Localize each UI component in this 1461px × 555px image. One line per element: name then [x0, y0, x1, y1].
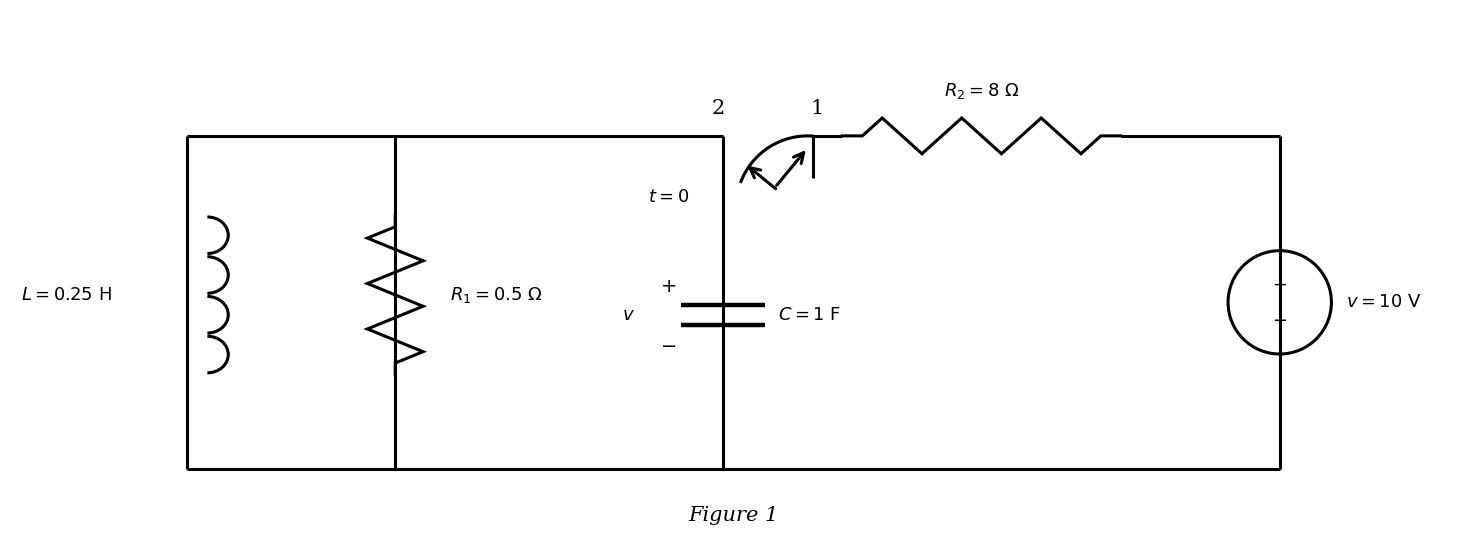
Text: $+$: $+$	[1273, 276, 1287, 295]
Text: $R_2 = 8\ \Omega$: $R_2 = 8\ \Omega$	[944, 81, 1020, 101]
Text: $v = 10\ \mathrm{V}$: $v = 10\ \mathrm{V}$	[1347, 294, 1422, 311]
Text: 1: 1	[811, 99, 824, 118]
Text: $C = 1\ \mathrm{F}$: $C = 1\ \mathrm{F}$	[777, 306, 842, 324]
Text: $-$: $-$	[1273, 310, 1287, 328]
Text: $L = 0.25\ \mathrm{H}$: $L = 0.25\ \mathrm{H}$	[22, 286, 112, 304]
Text: $+$: $+$	[660, 278, 676, 296]
Text: Figure 1: Figure 1	[688, 506, 779, 525]
Text: $v$: $v$	[622, 306, 636, 324]
Text: $-$: $-$	[660, 335, 676, 354]
Text: $R_1 = 0.5\ \Omega$: $R_1 = 0.5\ \Omega$	[450, 285, 542, 305]
Text: 2: 2	[712, 99, 725, 118]
Text: $t = 0$: $t = 0$	[647, 189, 690, 206]
